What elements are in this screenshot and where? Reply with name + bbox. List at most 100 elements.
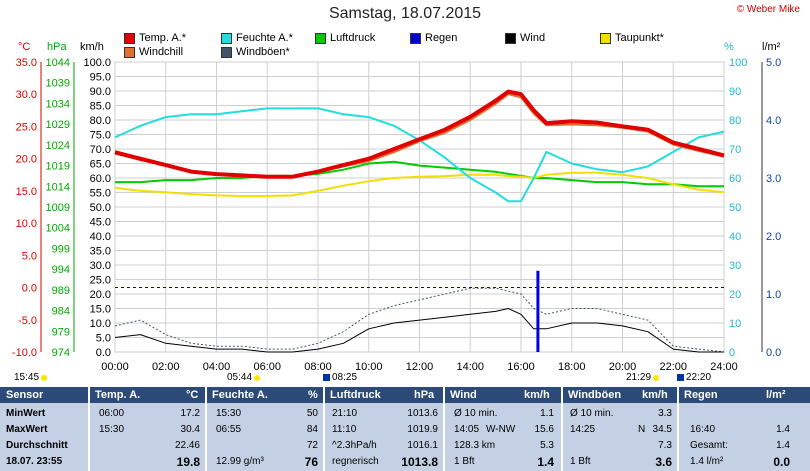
- wind-tick-label: 85.0: [90, 101, 111, 113]
- header-humidity: Feuchte A.: [212, 387, 268, 403]
- pressure-time: ^2.3hPa/h: [332, 440, 377, 451]
- pressure-tick-label: 1029: [46, 119, 70, 131]
- time-left-marker: 15:45: [14, 372, 48, 383]
- wind-tick-label: 40.0: [90, 231, 111, 243]
- moonrise-label: 08:25: [332, 372, 358, 383]
- legend-label: Taupunkt*: [615, 32, 664, 44]
- wind-tick-label: 80.0: [90, 115, 111, 127]
- legend-item: Regen: [410, 32, 457, 44]
- humidity-tick-label: 50: [729, 202, 741, 214]
- wind-value: 1.4: [537, 455, 554, 469]
- wind-tick-label: 50.0: [90, 202, 111, 214]
- temp-tick-label: 25.0: [16, 121, 37, 133]
- moonrise-icon: [323, 374, 330, 381]
- rain-tick-label: 0.0: [766, 347, 781, 359]
- humidity-value: 72: [306, 440, 318, 451]
- temp-tick-label: -10.0: [12, 347, 37, 359]
- temp-tick-label: 15.0: [16, 186, 37, 198]
- pressure-time: 21:10: [332, 408, 358, 419]
- gust-value: 7.3: [658, 440, 672, 451]
- x-tick-label: 22:00: [659, 361, 687, 373]
- sunrise-icon: [254, 374, 261, 381]
- x-tick-label: 00:00: [101, 361, 129, 373]
- legend-label: Feuchte A.*: [236, 32, 293, 44]
- humidity-value: 50: [306, 408, 318, 419]
- copyright: © Weber Mike: [736, 4, 800, 15]
- wind-tick-label: 70.0: [90, 144, 111, 156]
- legend-swatch: [410, 32, 421, 44]
- x-tick-label: 20:00: [609, 361, 637, 373]
- pressure-tick-label: 1024: [46, 140, 70, 152]
- row-label: MaxWert: [6, 424, 48, 435]
- rain-desc: 1.4 l/m²: [690, 456, 724, 467]
- weather-chart: °C hPa km/h% l/m² 35.0 30.0 25.0 20.0 15.0 10.0 5.…: [12, 41, 781, 373]
- header-pressure: Luftdruck: [330, 387, 381, 403]
- rain-value: 0.0: [773, 455, 790, 469]
- pressure-unit-label: hPa: [47, 41, 67, 53]
- pressure-tick-label: 979: [52, 326, 70, 338]
- series-line-temp: [114, 89, 725, 179]
- legend-label: Windböen*: [236, 46, 290, 58]
- humidity-tick-label: 60: [729, 173, 741, 185]
- series-line-humidity: [114, 107, 725, 203]
- gust-value: 3.3: [658, 408, 672, 419]
- wind-tick-label: 10.0: [90, 318, 111, 330]
- pressure-tick-label: 1044: [46, 57, 70, 69]
- temp-unit-label: °C: [18, 41, 30, 53]
- humidity-tick-label: 0: [729, 347, 735, 359]
- temp-tick-label: -5.0: [18, 315, 37, 327]
- temp-value: 22.46: [174, 440, 200, 451]
- header-temp-unit: °C: [186, 387, 199, 403]
- sunrise-label: 05:44: [227, 372, 253, 383]
- rain-tick-label: 1.0: [766, 289, 781, 301]
- x-tick-label: 18:00: [558, 361, 586, 373]
- wind-value: 5.3: [540, 440, 554, 451]
- humidity-time: 15:30: [216, 408, 242, 419]
- rain-value: 1.4: [776, 440, 790, 451]
- wind-value: 1.1: [540, 408, 554, 419]
- x-tick-label: 02:00: [152, 361, 180, 373]
- x-tick-label: 06:00: [253, 361, 281, 373]
- humidity-tick-label: 10: [729, 318, 741, 330]
- humidity-tick-label: 100: [729, 57, 747, 69]
- gust-desc: N: [638, 424, 646, 435]
- time-left-label: 15:45: [14, 372, 40, 383]
- moonset-label: 22:20: [686, 372, 712, 383]
- gust-desc: Ø 10 min.: [570, 408, 614, 419]
- row-label: Durchschnitt: [6, 440, 68, 451]
- pressure-tick-label: 984: [52, 306, 70, 318]
- wind-desc: 128.3 km: [454, 440, 496, 451]
- sunset-marker: 21:29: [626, 372, 660, 383]
- header-rain: Regen: [684, 387, 718, 403]
- moonrise-marker: 08:25: [323, 372, 357, 383]
- rain-value: 1.4: [776, 424, 790, 435]
- legend-label: Temp. A.*: [139, 32, 187, 44]
- legend-item: Feuchte A.*: [221, 32, 293, 44]
- series-line-dewpoint: [114, 171, 725, 197]
- header-gust-unit: km/h: [642, 387, 668, 403]
- series-line-wind: [114, 308, 724, 353]
- legend-label: Luftdruck: [330, 32, 376, 44]
- humidity-tick-label: 90: [729, 86, 741, 98]
- humidity-tick-label: 20: [729, 289, 741, 301]
- row-label: MinWert: [6, 408, 46, 419]
- x-tick-label: 16:00: [507, 361, 535, 373]
- table-dividers: [88, 387, 679, 471]
- temp-time: 15:30: [99, 424, 125, 435]
- temp-value: 17.2: [180, 408, 200, 419]
- pressure-tick-label: 989: [52, 285, 70, 297]
- rain-value: [750, 407, 790, 421]
- header-pressure-unit: hPa: [414, 387, 435, 403]
- pressure-tick-label: 1034: [46, 98, 70, 110]
- pressure-tick-label: 1019: [46, 161, 70, 173]
- header-wind-unit: km/h: [524, 387, 550, 403]
- rain-tick-label: 3.0: [766, 173, 781, 185]
- humidity-value: 76: [304, 455, 318, 469]
- wind-tick-label: 65.0: [90, 159, 111, 171]
- temp-tick-label: 35.0: [16, 57, 37, 69]
- wind-tick-label: 20.0: [90, 289, 111, 301]
- pressure-tick-label: 1004: [46, 223, 70, 235]
- header-rain-unit: l/m²: [766, 387, 786, 403]
- x-tick-label: 08:00: [304, 361, 332, 373]
- humidity-tick-label: 40: [729, 231, 741, 243]
